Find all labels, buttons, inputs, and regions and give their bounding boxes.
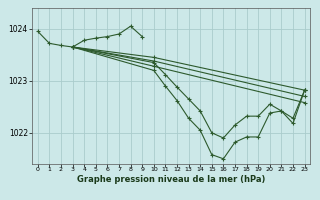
X-axis label: Graphe pression niveau de la mer (hPa): Graphe pression niveau de la mer (hPa) (77, 175, 265, 184)
